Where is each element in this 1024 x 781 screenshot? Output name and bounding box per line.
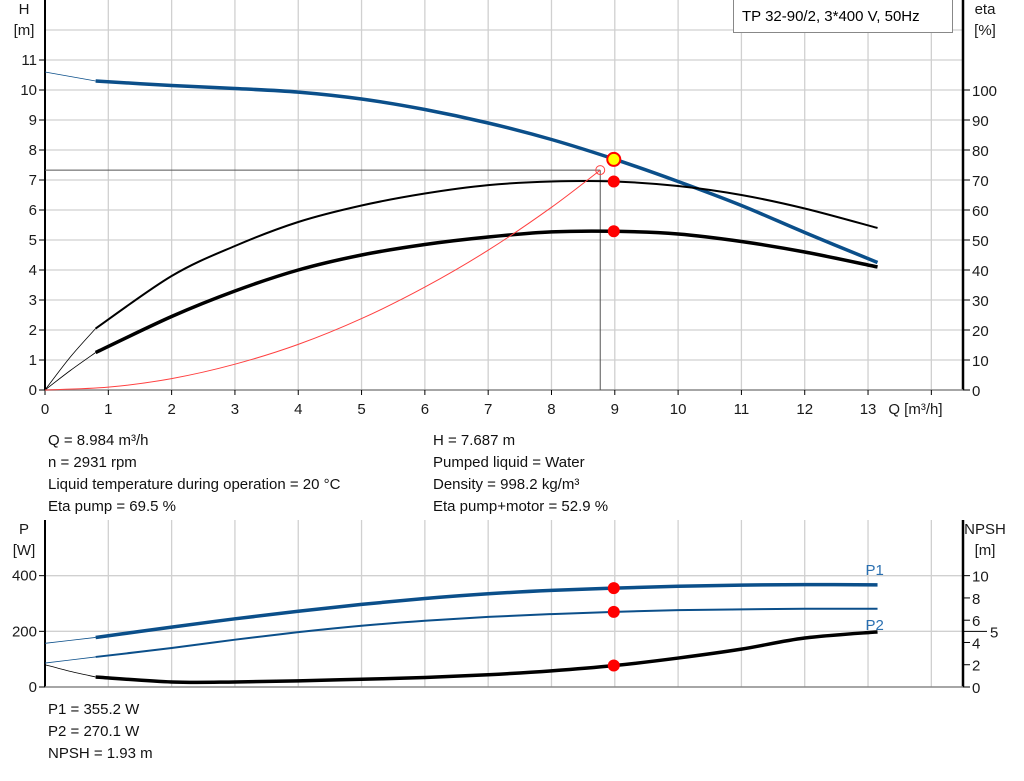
info-temp: Liquid temperature during operation = 20… xyxy=(48,476,341,493)
curve-H xyxy=(95,79,879,265)
y-tick-label-right: 2 xyxy=(972,658,980,675)
x-tick-label: 2 xyxy=(167,401,175,418)
curve-eta_pump xyxy=(95,179,878,330)
x-tick-label: 8 xyxy=(547,401,555,418)
y-tick-label-right: 50 xyxy=(972,233,989,250)
y-tick-label-left: 9 xyxy=(29,112,37,129)
chart-legend-title: TP 32-90/2, 3*400 V, 50Hz xyxy=(733,0,953,33)
x-tick-label: 6 xyxy=(421,401,429,418)
y-tick-label-right: 90 xyxy=(972,113,989,130)
y-tick-label-right: 80 xyxy=(972,143,989,160)
curve-P2 xyxy=(95,607,878,658)
info-q: Q = 8.984 m³/h xyxy=(48,432,149,449)
info-eta-total: Eta pump+motor = 52.9 % xyxy=(433,498,609,515)
y-tick-label-right: 20 xyxy=(972,323,989,340)
y-axis-title-right: eta xyxy=(975,1,997,18)
y-tick-label-right: 70 xyxy=(972,173,989,190)
y-tick-label-left: 1 xyxy=(29,352,37,369)
curve-system xyxy=(44,169,601,391)
y-tick-label-left: 5 xyxy=(29,232,37,249)
x-axis-title: Q [m³/h] xyxy=(888,401,942,418)
y-tick-label-left: 6 xyxy=(29,202,37,219)
y-tick-label-right: 4 xyxy=(972,635,980,652)
y-tick-label-left: 0 xyxy=(29,382,37,399)
info-p2: P2 = 270.1 W xyxy=(48,723,140,740)
y-axis-title-left: H xyxy=(19,1,30,18)
y-tick-label-right: 6 xyxy=(972,613,980,630)
curve-extension-eta_pump xyxy=(44,328,96,391)
x-tick-label: 4 xyxy=(294,401,302,418)
curve-eta_pump_motor xyxy=(94,229,878,355)
x-tick-label: 3 xyxy=(231,401,239,418)
curve-extension-NPSH xyxy=(44,664,96,678)
info-upper-left: Q = 8.984 m³/h n = 2931 rpm Liquid tempe… xyxy=(48,430,340,518)
y-axis-unit-right: [m] xyxy=(975,542,996,559)
curve-extension-P2 xyxy=(44,656,96,664)
info-n: n = 2931 rpm xyxy=(48,454,137,471)
y-tick-label-left: 400 xyxy=(12,568,37,585)
y-tick-label-right: 100 xyxy=(972,83,997,100)
info-h: H = 7.687 m xyxy=(433,432,516,449)
duty-point-head xyxy=(606,151,622,167)
y-tick-label-left: 3 xyxy=(29,292,37,309)
x-tick-label: 9 xyxy=(611,401,619,418)
curve-extension-P1 xyxy=(44,637,96,644)
x-tick-label: 13 xyxy=(860,401,877,418)
y-tick-label-right: 60 xyxy=(972,203,989,220)
duty-point-eta-total xyxy=(607,225,620,238)
y-tick-label-right: 0 xyxy=(972,680,980,697)
info-density: Density = 998.2 kg/m³ xyxy=(433,476,580,493)
x-tick-label: 11 xyxy=(734,401,750,418)
y-tick-label-right: 5 xyxy=(990,624,998,641)
info-npsh: NPSH = 1.93 m xyxy=(48,745,153,762)
y-axis-unit-left: [m] xyxy=(14,22,35,39)
duty-point-p2 xyxy=(607,605,620,618)
duty-point-eta-pump xyxy=(607,175,620,188)
y-axis-title-left: P xyxy=(19,521,29,538)
x-tick-label: 5 xyxy=(357,401,365,418)
info-upper-right: H = 7.687 m Pumped liquid = Water Densit… xyxy=(433,430,608,518)
x-tick-label: 12 xyxy=(796,401,813,418)
y-tick-label-left: 200 xyxy=(12,623,37,640)
info-liquid: Pumped liquid = Water xyxy=(433,454,585,471)
duty-point-p1 xyxy=(607,582,620,595)
y-tick-label-right: 0 xyxy=(972,383,980,400)
y-tick-label-left: 2 xyxy=(29,322,37,339)
curve-extension-eta_pump_motor xyxy=(44,352,96,391)
y-axis-title-right: NPSH xyxy=(964,521,1006,538)
y-tick-label-right: 30 xyxy=(972,293,989,310)
y-tick-label-left: 7 xyxy=(29,172,37,189)
curve-P1 xyxy=(95,582,878,640)
series-label-P1: P1 xyxy=(866,562,884,579)
info-p1: P1 = 355.2 W xyxy=(48,701,140,718)
y-axis-unit-left: [W] xyxy=(13,542,36,559)
y-tick-label-right: 10 xyxy=(972,353,989,370)
y-tick-label-left: 0 xyxy=(29,679,37,696)
x-tick-label: 7 xyxy=(484,401,492,418)
y-tick-label-left: 8 xyxy=(29,142,37,159)
x-tick-label: 0 xyxy=(41,401,49,418)
duty-point-npsh xyxy=(607,659,620,672)
y-tick-label-left: 10 xyxy=(20,82,37,99)
curve-NPSH xyxy=(95,630,878,685)
info-lower: P1 = 355.2 W P2 = 270.1 W NPSH = 1.93 m xyxy=(48,699,153,765)
series-label-P2: P2 xyxy=(866,617,884,634)
y-tick-label-right: 8 xyxy=(972,591,980,608)
info-eta-pump: Eta pump = 69.5 % xyxy=(48,498,176,515)
x-tick-label: 1 xyxy=(104,401,112,418)
y-tick-label-left: 11 xyxy=(21,52,37,69)
curve-extension-H xyxy=(44,71,96,82)
y-tick-label-right: 40 xyxy=(972,263,989,280)
requested-point-marker xyxy=(595,165,606,176)
x-tick-label: 10 xyxy=(670,401,687,418)
y-tick-label-right: 10 xyxy=(972,569,989,586)
y-axis-unit-right: [%] xyxy=(974,22,996,39)
y-tick-label-left: 4 xyxy=(29,262,37,279)
